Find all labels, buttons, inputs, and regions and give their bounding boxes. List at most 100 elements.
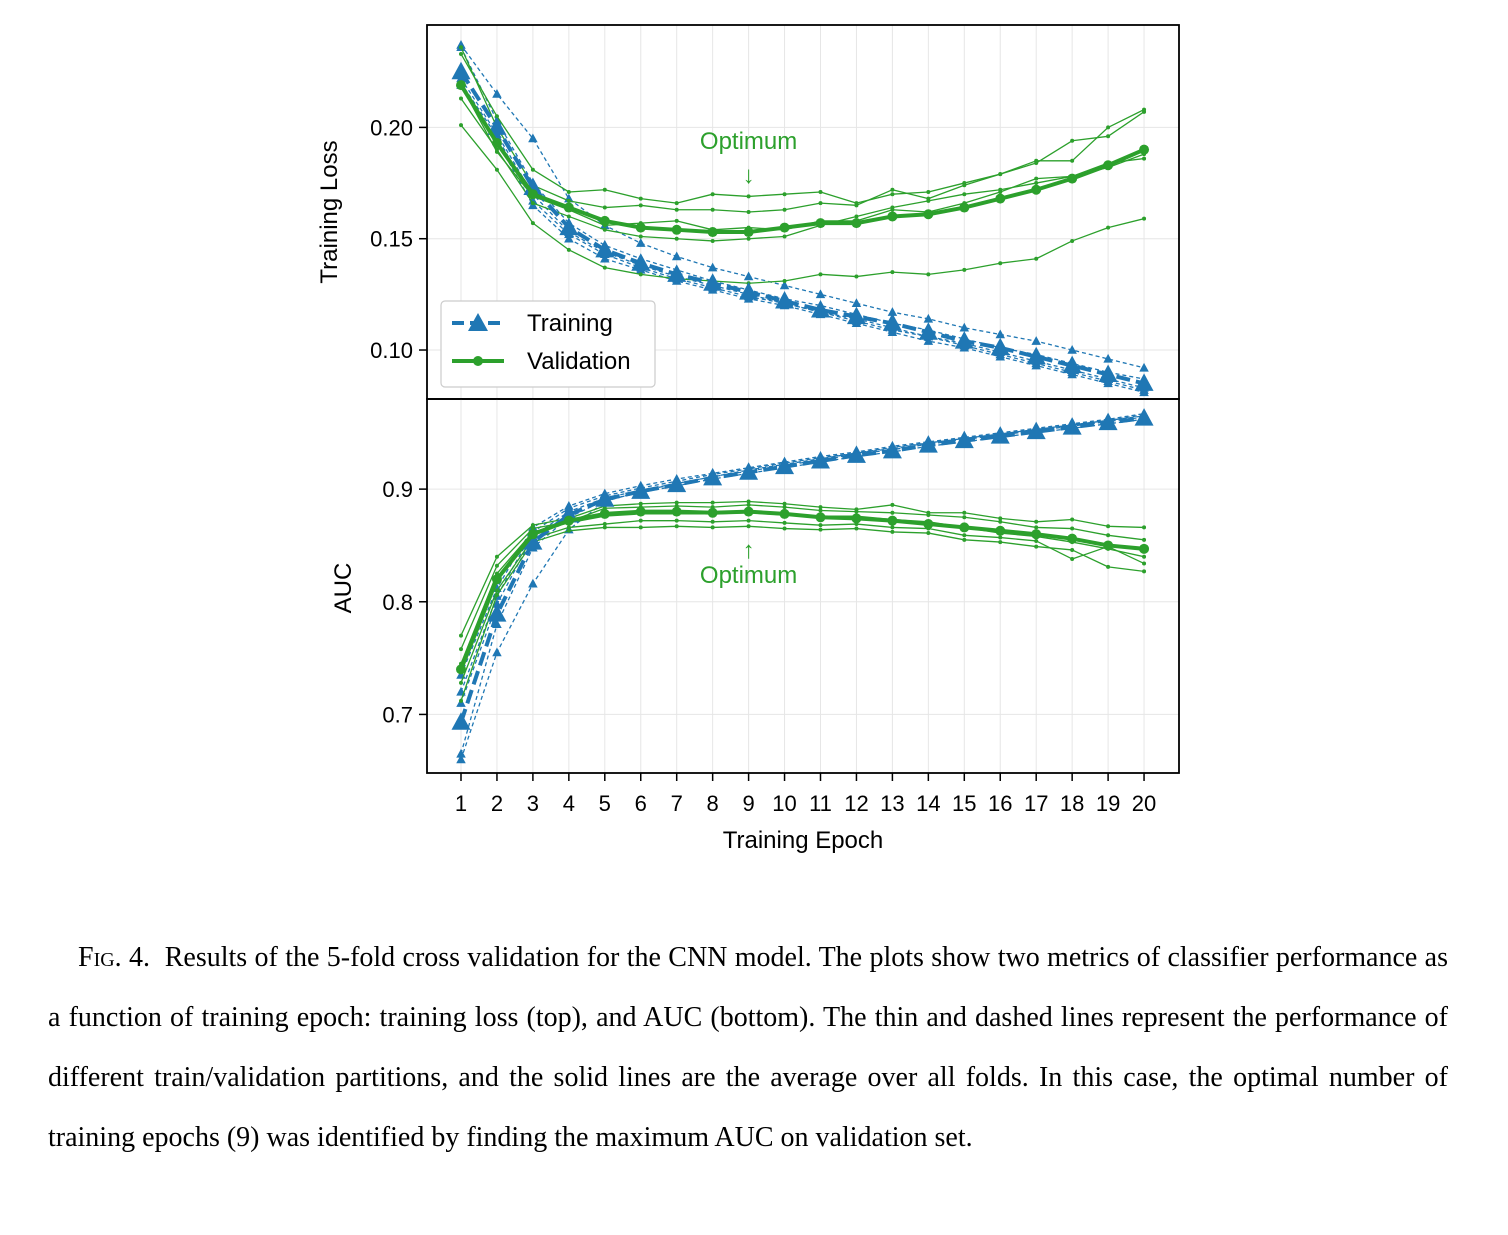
auc-training-fold-point (456, 748, 466, 758)
auc-validation-fold-point (638, 525, 643, 530)
loss-validation-fold-point (602, 227, 607, 232)
loss-validation-fold-point (1106, 125, 1111, 130)
loss-training-point (1062, 355, 1082, 374)
loss-panel: 0.10 0.15 0.20 Optimum ↓ (370, 24, 1180, 400)
loss-validation-fold-point (494, 114, 499, 119)
loss-validation-point (815, 218, 826, 229)
loss-validation-point (527, 189, 538, 200)
auc-validation-fold-point (459, 647, 463, 652)
auc-training-point (1098, 412, 1118, 431)
x-tick-label: 9 (742, 791, 754, 816)
loss-training-fold-point (815, 289, 826, 299)
legend-validation-label: Validation (527, 348, 631, 375)
auc-validation-fold-point (854, 526, 859, 531)
loss-validation-line (459, 84, 1145, 235)
auc-validation-fold-point (1106, 564, 1111, 569)
loss-validation-fold-point (1034, 161, 1039, 166)
x-tick-label: 17 (1024, 791, 1048, 816)
loss-validation-fold-point (818, 272, 823, 277)
x-axis-label: Training Epoch (723, 827, 884, 854)
x-tick-label: 19 (1096, 791, 1120, 816)
auc-validation-fold-point (782, 501, 787, 506)
caption-label: Fig. 4. (78, 942, 151, 973)
auc-validation-fold-point (602, 522, 607, 527)
auc-validation-fold-point (459, 680, 463, 685)
loss-validation-point (995, 193, 1006, 204)
auc-validation-point (779, 508, 790, 519)
auc-validation-fold-point (1034, 519, 1039, 524)
loss-validation-fold-point (494, 167, 499, 172)
loss-y-axis-label: Training Loss (316, 140, 343, 283)
loss-validation-point (563, 202, 574, 213)
auc-validation-fold-point (854, 509, 859, 514)
x-tick-label: 16 (988, 791, 1012, 816)
loss-validation-fold-point (1106, 225, 1111, 230)
auc-validation-fold-point (998, 535, 1003, 540)
loss-training-fold-point (528, 133, 538, 143)
loss-training-point (990, 337, 1010, 356)
loss-training-fold-point (1067, 345, 1077, 354)
loss-validation-point (1103, 160, 1114, 171)
x-tick-label: 10 (772, 791, 796, 816)
auc-validation-fold-point (890, 510, 895, 515)
loss-y-tick-label: 0.15 (370, 227, 413, 252)
loss-training-point (667, 264, 687, 282)
loss-validation-fold-point (854, 214, 859, 219)
x-tick-label: 5 (599, 791, 611, 816)
loss-validation-fold-point (890, 205, 895, 210)
auc-validation-point (959, 522, 970, 533)
loss-validation-fold-point (1070, 158, 1075, 163)
auc-training-point (882, 440, 902, 459)
auc-validation-fold-point (1142, 561, 1147, 566)
loss-optimum-label: Optimum (700, 128, 797, 155)
loss-validation-fold-point (962, 192, 967, 197)
loss-validation-fold-point (926, 272, 931, 277)
auc-validation-fold-point (1070, 556, 1075, 561)
loss-training-fold-point (492, 89, 502, 98)
auc-validation-fold-line (460, 525, 1145, 702)
auc-training-point (811, 450, 830, 469)
legend: Training Validation (440, 300, 656, 388)
loss-training-fold-point (636, 238, 646, 247)
x-tick-label: 13 (880, 791, 904, 816)
auc-validation-fold-point (494, 593, 499, 598)
loss-training-fold-point (1139, 362, 1149, 372)
loss-training-fold-line (460, 44, 1145, 369)
auc-validation-fold-point (962, 515, 967, 520)
loss-validation-point (1139, 144, 1150, 155)
x-tick-label: 15 (952, 791, 976, 816)
auc-training-point (990, 426, 1010, 444)
loss-validation-fold-point (782, 279, 787, 284)
loss-validation-fold-point (638, 234, 643, 239)
loss-training-fold-point (1031, 336, 1041, 345)
auc-validation-point (815, 512, 826, 523)
loss-training-fold-point (600, 253, 610, 263)
loss-validation-point (1067, 173, 1078, 184)
auc-validation-line (459, 509, 1145, 671)
loss-validation-fold-point (782, 234, 787, 239)
loss-validation-point (851, 218, 862, 229)
auc-validation-fold-point (1106, 524, 1111, 529)
auc-validation-point (1103, 540, 1114, 551)
loss-training-fold-point (743, 271, 754, 281)
auc-validation-fold-point (890, 529, 895, 534)
loss-validation-fold-point (494, 147, 499, 152)
loss-validation-fold-point (818, 201, 823, 206)
auc-validation-fold-point (494, 554, 499, 559)
loss-validation-fold-point (998, 261, 1003, 266)
auc-training-point (595, 489, 615, 507)
loss-training-fold-point (1103, 378, 1113, 388)
loss-validation-fold-line (460, 46, 1145, 213)
loss-validation-fold-point (782, 207, 787, 212)
auc-validation-fold-point (1106, 533, 1111, 538)
loss-training-point (739, 282, 759, 300)
loss-training-fold-point (779, 280, 790, 290)
auc-validation-fold-point (459, 633, 463, 638)
auc-validation-fold-point (818, 527, 823, 532)
auc-training-fold-line (460, 415, 1145, 760)
loss-training-point (918, 322, 938, 340)
loss-validation-fold-point (566, 189, 571, 194)
auc-training-point (739, 462, 759, 480)
auc-validation-fold-point (818, 523, 823, 528)
legend-item-validation: Validation (452, 348, 631, 375)
